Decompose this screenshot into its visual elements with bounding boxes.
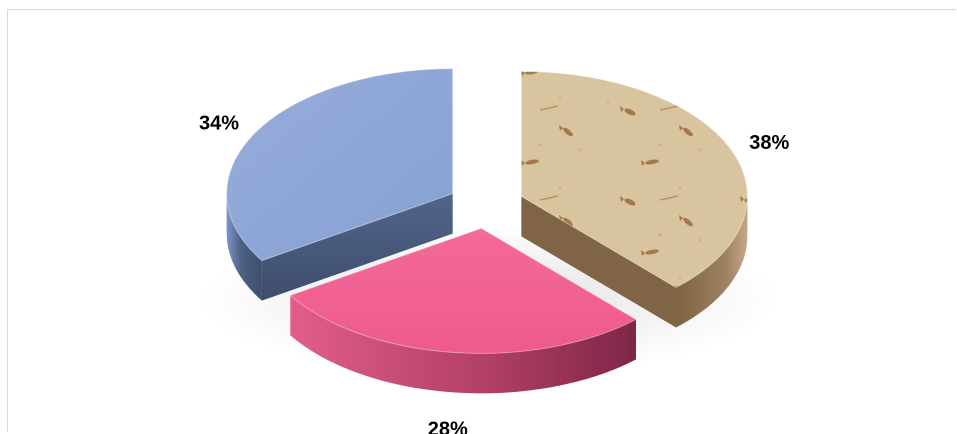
pie-labels: 38% 28% 34% [199,113,790,434]
data-label-38: 38% [749,132,789,154]
slice-top [226,68,454,262]
slice-side [226,193,262,301]
slice-28 [289,227,637,394]
slice-cut-face [261,193,453,301]
slice-38 [520,70,748,328]
pie-slices [226,68,748,394]
slice-top [520,70,748,289]
data-label-34: 34% [199,113,239,135]
slice-34 [226,68,454,301]
slice-cut-face [521,196,677,328]
slice-side [290,295,636,394]
slice-side [676,196,748,328]
slice-top [289,227,637,354]
data-label-28: 28% [428,419,468,434]
